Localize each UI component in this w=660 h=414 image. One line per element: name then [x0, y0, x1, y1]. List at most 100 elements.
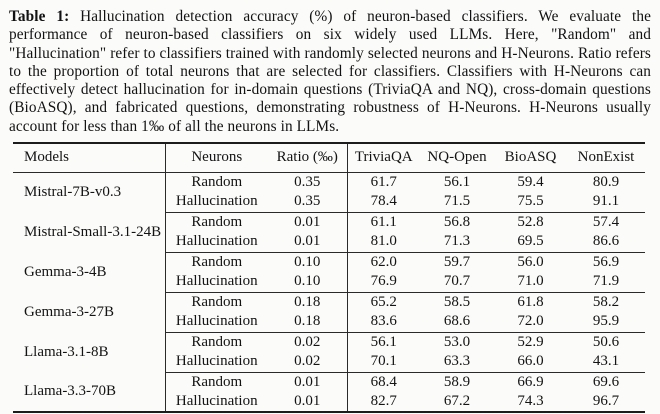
cell-neurons: Random	[191, 213, 243, 230]
table-row: Llama-3.3-70B Random 0.01 68.4 58.9 66.9 69.6	[13, 372, 645, 413]
cell-nonexist: 91.1	[567, 192, 645, 213]
cell-nq_open: 58.5	[443, 293, 471, 310]
table-body: Mistral-7B-v0.3 Random 0.35 61.7 56.1 59.4 80.…	[13, 172, 645, 413]
cell-triviaqa: 61.7	[370, 173, 397, 190]
table-row: Hallucination 0.02 70.1 63.3 66.0 43.1	[13, 352, 645, 373]
cell-neurons: Hallucination	[165, 192, 268, 213]
cell-bioasq: 52.9	[517, 333, 544, 350]
cell-bioasq: 52.8	[517, 213, 544, 230]
cell-nonexist: 56.9	[592, 253, 620, 270]
table-row: Hallucination 0.10 76.9 70.7 71.0 71.9	[13, 272, 645, 293]
cell-nq_open: 63.3	[420, 352, 494, 373]
cell-neurons: Random	[191, 333, 243, 350]
cell-nq_open: 71.3	[420, 232, 494, 253]
table-header: Models Neurons Ratio (‰) TriviaQA NQ-Ope…	[13, 143, 645, 173]
cell-nq_open: 70.7	[420, 272, 494, 293]
cell-bioasq: 75.5	[494, 192, 567, 213]
cell-ratio: 0.35	[268, 192, 348, 213]
cell-nonexist: 95.9	[567, 312, 645, 333]
cell-bioasq: 71.0	[494, 272, 567, 293]
header-row: Models Neurons Ratio (‰) TriviaQA NQ-Ope…	[13, 143, 645, 173]
cell-nonexist: 57.4	[592, 213, 620, 230]
table-caption: Table 1: Hallucination detection accurac…	[9, 8, 651, 136]
cell-triviaqa: 61.1	[370, 213, 397, 230]
cell-ratio: 0.18	[268, 292, 348, 313]
cell-nonexist: 71.9	[567, 272, 645, 293]
header-models: Models	[13, 143, 166, 173]
cell-neurons: Hallucination	[165, 352, 268, 373]
cell-triviaqa: 76.9	[347, 272, 420, 293]
cell-neurons: Random	[191, 293, 243, 310]
table-row: Mistral-Small-3.1-24B Random 0.01 61.1 56.8 5…	[13, 212, 645, 253]
cell-ratio: 0.02	[268, 332, 348, 353]
model-name-cell: Llama-3.1-8B	[13, 332, 166, 373]
table-row: Hallucination 0.35 78.4 71.5 75.5 91.1	[13, 192, 645, 213]
cell-bioasq: 69.5	[494, 232, 567, 253]
model-name-cell: Mistral-7B-v0.3	[13, 172, 166, 213]
cell-neurons: Random	[191, 253, 243, 270]
cell-ratio: 0.02	[268, 352, 348, 373]
cell-nonexist: 69.6	[592, 373, 620, 390]
caption-text: Hallucination detection accuracy (%) of …	[9, 8, 651, 135]
caption-label: Table 1:	[9, 8, 70, 25]
cell-ratio: 0.01	[268, 372, 348, 393]
cell-nq_open: 71.5	[420, 192, 494, 213]
cell-ratio: 0.01	[268, 232, 348, 253]
cell-nonexist: 58.2	[592, 293, 620, 310]
cell-nq_open: 59.7	[443, 253, 471, 270]
table-row: Gemma-3-4B Random 0.10 62.0 59.7 56.0 56.9	[13, 252, 645, 293]
cell-triviaqa: 70.1	[347, 352, 420, 373]
cell-bioasq: 66.0	[494, 352, 567, 373]
model-name-cell: Mistral-Small-3.1-24B	[13, 212, 166, 253]
cell-nonexist: 80.9	[592, 173, 620, 190]
header-nq-open: NQ-Open	[420, 143, 494, 173]
header-triviaqa: TriviaQA	[347, 143, 420, 173]
cell-bioasq: 56.0	[517, 253, 544, 270]
cell-neurons: Random	[191, 373, 243, 390]
cell-triviaqa: 62.0	[370, 253, 397, 270]
header-nonexist: NonExist	[567, 143, 645, 173]
cell-bioasq: 72.0	[494, 312, 567, 333]
cell-triviaqa: 65.2	[370, 293, 397, 310]
table-row: Llama-3.1-8B Random 0.02 56.1 53.0 52.9 50.6	[13, 332, 645, 373]
results-table: Models Neurons Ratio (‰) TriviaQA NQ-Ope…	[13, 142, 645, 414]
cell-ratio: 0.18	[268, 312, 348, 333]
cell-nonexist: 96.7	[567, 392, 645, 413]
header-neurons: Neurons	[165, 143, 268, 173]
cell-neurons: Hallucination	[165, 232, 268, 253]
table-row: Mistral-7B-v0.3 Random 0.35 61.7 56.1 59.4 80.…	[13, 172, 645, 213]
header-ratio: Ratio (‰)	[268, 143, 348, 173]
cell-nonexist: 43.1	[567, 352, 645, 373]
cell-ratio: 0.35	[268, 172, 348, 193]
cell-triviaqa: 81.0	[347, 232, 420, 253]
cell-ratio: 0.10	[268, 272, 348, 293]
cell-nonexist: 50.6	[592, 333, 620, 350]
cell-triviaqa: 56.1	[370, 333, 397, 350]
cell-ratio: 0.01	[268, 392, 348, 413]
table-row: Hallucination 0.01 81.0 71.3 69.5 86.6	[13, 232, 645, 253]
cell-bioasq: 61.8	[517, 293, 544, 310]
cell-triviaqa: 82.7	[347, 392, 420, 413]
cell-neurons: Hallucination	[165, 392, 268, 413]
model-name-cell: Llama-3.3-70B	[13, 372, 166, 413]
cell-triviaqa: 68.4	[370, 373, 397, 390]
cell-nq_open: 68.6	[420, 312, 494, 333]
table-row: Hallucination 0.18 83.6 68.6 72.0 95.9	[13, 312, 645, 333]
table-row: Hallucination 0.01 82.7 67.2 74.3 96.7	[13, 392, 645, 413]
model-name-cell: Gemma-3-27B	[13, 292, 166, 333]
header-bioasq: BioASQ	[494, 143, 567, 173]
cell-ratio: 0.10	[268, 252, 348, 273]
cell-neurons: Hallucination	[165, 312, 268, 333]
table-row: Gemma-3-27B Random 0.18 65.2 58.5 61.8 58.2	[13, 292, 645, 333]
cell-triviaqa: 83.6	[347, 312, 420, 333]
cell-nq_open: 58.9	[443, 373, 471, 390]
cell-nq_open: 56.8	[443, 213, 471, 230]
model-name-cell: Gemma-3-4B	[13, 252, 166, 293]
cell-nq_open: 56.1	[443, 173, 471, 190]
cell-nq_open: 67.2	[420, 392, 494, 413]
cell-nonexist: 86.6	[567, 232, 645, 253]
cell-bioasq: 66.9	[517, 373, 544, 390]
cell-bioasq: 59.4	[517, 173, 544, 190]
cell-neurons: Hallucination	[165, 272, 268, 293]
